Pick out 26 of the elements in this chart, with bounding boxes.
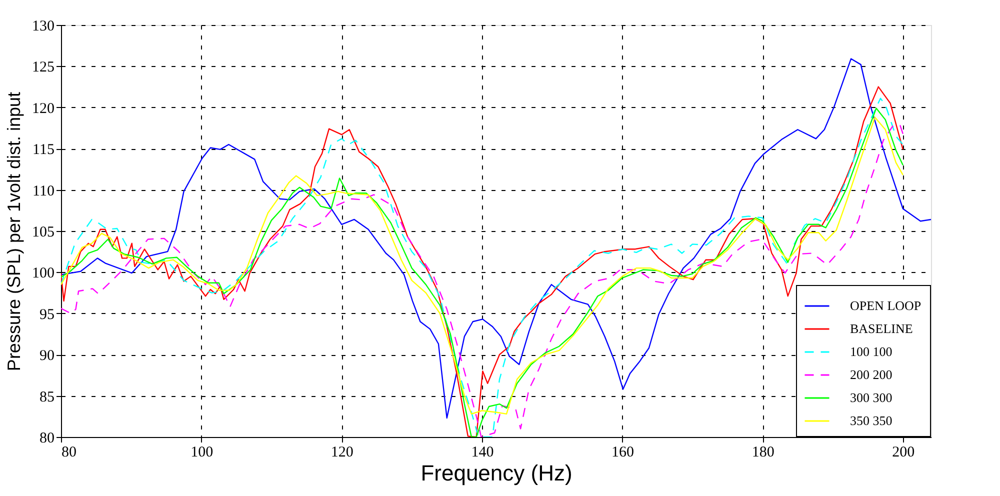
y-tick-label: 90: [40, 348, 54, 364]
y-tick-label: 115: [32, 142, 54, 158]
legend-label: 350 350: [850, 413, 892, 428]
y-tick-label: 85: [40, 389, 54, 406]
x-tick-label: 200: [892, 444, 915, 460]
y-tick-label: 80: [40, 430, 54, 446]
y-axis-title: Pressure (SPL) per 1volt dist. input: [4, 92, 24, 372]
x-tick-label: 80: [62, 444, 76, 460]
x-tick-label: 100: [190, 444, 214, 460]
x-tick-label: 180: [752, 444, 774, 460]
x-axis-title: Frequency (Hz): [420, 460, 572, 486]
y-tick-label: 110: [32, 183, 54, 200]
legend-label: OPEN LOOP: [850, 298, 922, 313]
y-tick-label: 130: [32, 18, 54, 34]
legend-label: 300 300: [850, 390, 892, 405]
y-tick-label: 120: [32, 100, 54, 117]
legend-label: 100 100: [850, 344, 892, 359]
y-tick-label: 95: [40, 306, 54, 323]
legend-label: BASELINE: [850, 321, 913, 336]
y-tick-label: 105: [32, 224, 54, 240]
y-tick-label: 125: [32, 60, 54, 76]
x-tick-label: 140: [471, 444, 494, 460]
y-tick-label: 100: [32, 266, 54, 282]
x-tick-label: 160: [612, 444, 634, 460]
legend-label: 200 200: [850, 367, 892, 382]
x-tick-label: 120: [330, 444, 354, 460]
